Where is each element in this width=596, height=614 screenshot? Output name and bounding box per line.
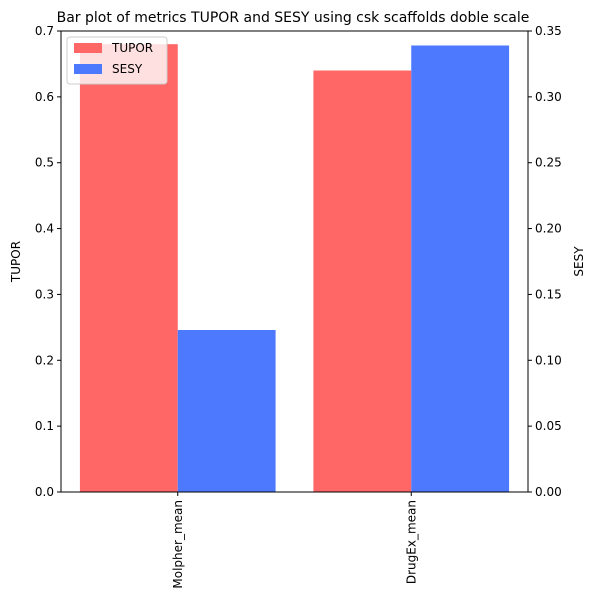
left-y-tick-label: 0.7 <box>35 24 54 38</box>
sesy-bar-drugex-mean <box>411 45 510 492</box>
left-y-tick-label: 0.0 <box>35 485 54 499</box>
left-y-tick-label: 0.3 <box>35 287 54 301</box>
right-y-tick-label: 0.20 <box>535 222 562 236</box>
right-y-axis: 0.00 0.05 0.10 0.15 0.20 0.25 0.30 0.35 <box>528 24 562 499</box>
right-y-tick-label: 0.15 <box>535 287 562 301</box>
chart-title: Bar plot of metrics TUPOR and SESY using… <box>57 10 530 26</box>
legend-label-sesy: SESY <box>112 62 143 76</box>
legend: TUPOR SESY <box>66 36 168 85</box>
right-y-tick-label: 0.25 <box>535 156 562 170</box>
x-tick-label: DrugEx_mean <box>404 500 418 584</box>
x-axis: Molpher_mean DrugEx_mean <box>171 492 418 589</box>
x-tick-label: Molpher_mean <box>171 500 185 589</box>
sesy-bar-molpher-mean <box>177 329 276 492</box>
bars-layer <box>79 44 510 493</box>
left-y-tick-label: 0.5 <box>35 156 54 170</box>
legend-swatch-tupor <box>74 43 102 53</box>
left-y-tick-label: 0.2 <box>35 353 54 367</box>
right-y-tick-label: 0.05 <box>535 419 562 433</box>
left-y-axis: 0.0 0.1 0.2 0.3 0.4 0.5 0.6 0.7 <box>35 24 61 499</box>
right-y-tick-label: 0.10 <box>535 353 562 367</box>
right-y-axis-label: SESY <box>572 246 586 277</box>
plot-frame <box>60 30 529 493</box>
right-y-tick-label: 0.00 <box>535 485 562 499</box>
right-y-tick-label: 0.35 <box>535 24 562 38</box>
left-y-tick-label: 0.6 <box>35 90 54 104</box>
tupor-bar-molpher-mean <box>79 44 178 493</box>
legend-label-tupor: TUPOR <box>111 41 153 55</box>
right-y-tick-label: 0.30 <box>535 90 562 104</box>
left-y-axis-label: TUPOR <box>9 241 23 283</box>
legend-swatch-sesy <box>74 64 102 74</box>
tupor-bar-drugex-mean <box>313 70 412 492</box>
left-y-tick-label: 0.4 <box>35 222 54 236</box>
left-y-tick-label: 0.1 <box>35 419 54 433</box>
